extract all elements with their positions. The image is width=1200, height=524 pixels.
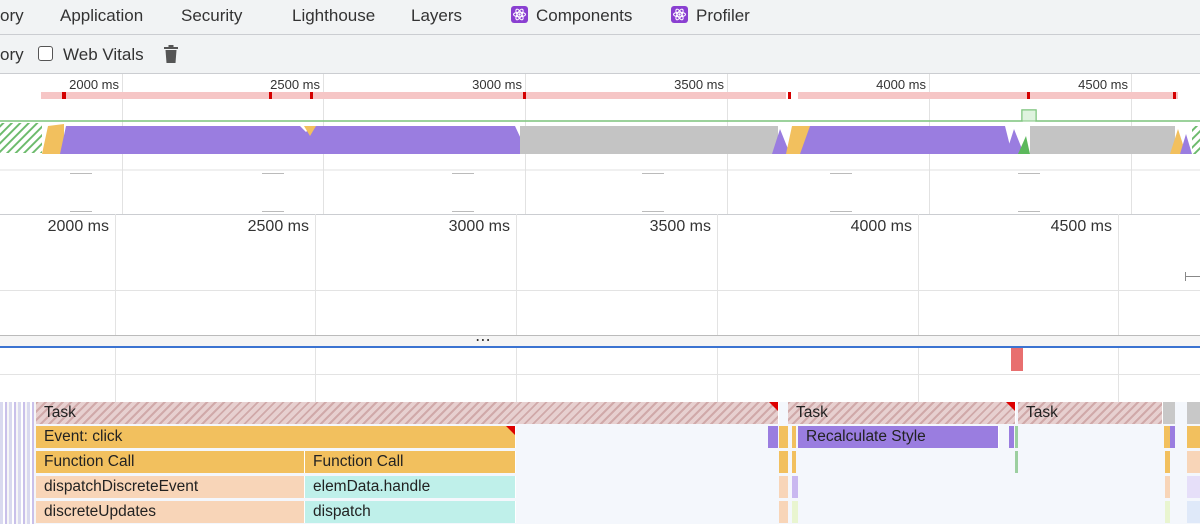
- devtools-tab-bar: ory Application Security Lighthouse Laye…: [0, 0, 1200, 35]
- flame-function-call[interactable]: Function Call: [36, 451, 305, 473]
- react-icon: [511, 6, 528, 23]
- timeline-tick-label: 4000 ms: [850, 218, 912, 235]
- tab-lighthouse[interactable]: Lighthouse: [292, 6, 376, 25]
- resize-handle-icon[interactable]: ⋯: [475, 332, 491, 349]
- flame-dispatch[interactable]: dispatch: [305, 501, 516, 523]
- flame-discrete-updates[interactable]: discreteUpdates: [36, 501, 305, 523]
- timeline-tick-label: 2500 ms: [247, 218, 309, 235]
- flame-dispatch-discrete-event[interactable]: dispatchDiscreteEvent: [36, 476, 305, 498]
- timeline-tick-label: 4500 ms: [1050, 218, 1112, 235]
- web-vitals-label[interactable]: Web Vitals: [63, 45, 144, 64]
- tab-application[interactable]: Application: [60, 6, 144, 25]
- flame-event-click[interactable]: Event: click: [36, 426, 516, 448]
- overview-activity-graph: [0, 92, 1200, 212]
- long-task-bar: [41, 92, 786, 99]
- flame-task[interactable]: Task: [788, 402, 1016, 424]
- overview-tick-label: 2500 ms: [270, 77, 320, 92]
- overview-tick-label: 4500 ms: [1078, 77, 1128, 92]
- timeline-tick-label: 3500 ms: [649, 218, 711, 235]
- performance-toolbar: ory Web Vitals: [0, 35, 1200, 74]
- flame-task[interactable]: Task: [36, 402, 779, 424]
- web-vitals-checkbox[interactable]: [38, 46, 53, 61]
- flame-task[interactable]: Task: [1018, 402, 1163, 424]
- tab-profiler[interactable]: Profiler: [671, 6, 750, 26]
- overview-tick-label: 4000 ms: [876, 77, 926, 92]
- timeline-overview[interactable]: 2000 ms 2500 ms 3000 ms 3500 ms 4000 ms …: [0, 74, 1200, 215]
- panel-splitter[interactable]: ⋯: [0, 332, 1200, 349]
- long-task-bar: [798, 92, 1178, 99]
- main-timeline[interactable]: 2000 ms 2500 ms 3000 ms 3500 ms 4000 ms …: [0, 214, 1200, 524]
- timeline-tick-label: 3000 ms: [448, 218, 510, 235]
- tab-components[interactable]: Components: [511, 6, 632, 26]
- overview-tick-label: 3500 ms: [674, 77, 724, 92]
- tab-profiler-label: Profiler: [696, 6, 750, 25]
- tab-components-label: Components: [536, 6, 633, 25]
- react-icon: [671, 6, 688, 23]
- flame-recalculate-style[interactable]: Recalculate Style: [798, 426, 999, 448]
- network-track-line: [0, 346, 1200, 348]
- flame-elemdata-handle[interactable]: elemData.handle: [305, 476, 516, 498]
- overview-tick-label: 2000 ms: [69, 77, 119, 92]
- memory-checkbox-label[interactable]: ory: [0, 45, 24, 64]
- tab-security[interactable]: Security: [181, 6, 243, 25]
- flame-function-call[interactable]: Function Call: [305, 451, 516, 473]
- tab-layers[interactable]: Layers: [411, 6, 463, 25]
- interaction-marker[interactable]: [1011, 348, 1023, 371]
- tab-history[interactable]: ory: [0, 6, 24, 25]
- overview-tick-label: 3000 ms: [472, 77, 522, 92]
- trash-icon[interactable]: [163, 44, 179, 69]
- timeline-tick-label: 2000 ms: [47, 218, 109, 235]
